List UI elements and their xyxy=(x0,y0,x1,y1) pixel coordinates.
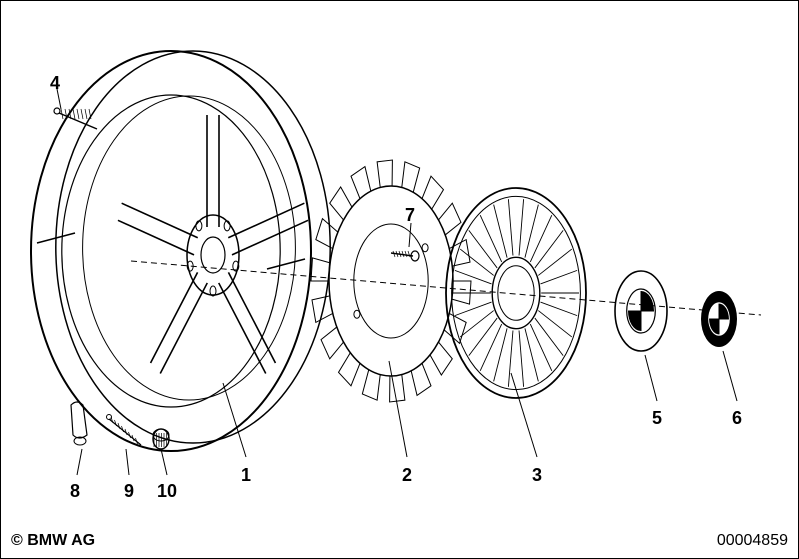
callout-3: 3 xyxy=(527,465,547,486)
copyright-text: © BMW AG xyxy=(11,532,95,550)
callout-7: 7 xyxy=(400,205,420,226)
callout-1: 1 xyxy=(236,465,256,486)
callout-4: 4 xyxy=(45,73,65,94)
callout-5: 5 xyxy=(647,408,667,429)
callout-2: 2 xyxy=(397,465,417,486)
callout-10: 10 xyxy=(157,481,177,502)
callout-6: 6 xyxy=(727,408,747,429)
callout-8: 8 xyxy=(65,481,85,502)
diagram-stage: 1 2 3 4 5 6 7 8 9 10 © BMW AG 00004859 xyxy=(0,0,799,559)
image-id-text: 00004859 xyxy=(717,532,788,550)
callout-9: 9 xyxy=(119,481,139,502)
